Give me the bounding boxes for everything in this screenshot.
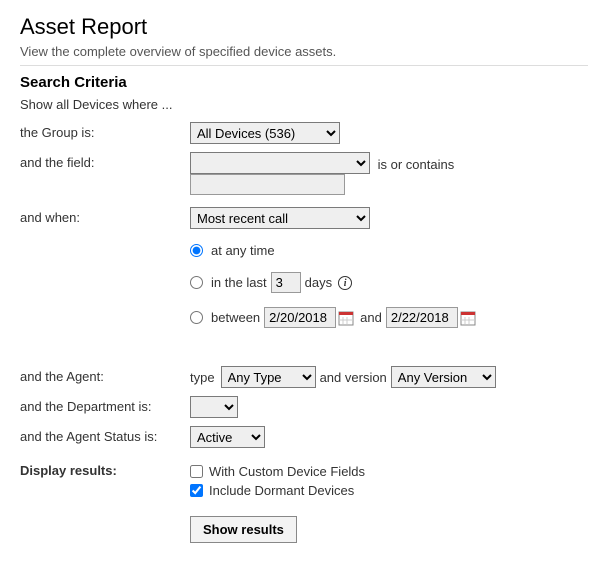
- date-to-input[interactable]: [386, 307, 458, 328]
- date-from-input[interactable]: [264, 307, 336, 328]
- agent-version-prefix: and version: [320, 370, 387, 385]
- calendar-icon[interactable]: [338, 310, 354, 326]
- radio-between-prefix: between: [211, 310, 260, 325]
- section-title: Search Criteria: [20, 74, 588, 91]
- page-subtitle: View the complete overview of specified …: [20, 44, 588, 59]
- radio-between-mid: and: [360, 310, 382, 325]
- agent-type-prefix: type: [190, 370, 215, 385]
- label-department: and the Department is:: [20, 396, 190, 414]
- department-select[interactable]: [190, 396, 238, 418]
- section-intro: Show all Devices where ...: [20, 97, 588, 112]
- show-results-button[interactable]: Show results: [190, 516, 297, 543]
- label-group: the Group is:: [20, 122, 190, 140]
- checkbox-custom-fields[interactable]: [190, 465, 203, 478]
- field-select[interactable]: [190, 152, 370, 174]
- radio-inlast[interactable]: [190, 276, 203, 289]
- group-select[interactable]: All Devices (536): [190, 122, 340, 144]
- info-icon[interactable]: i: [338, 276, 352, 290]
- label-display-results: Display results:: [20, 460, 190, 478]
- contains-input[interactable]: [190, 174, 345, 195]
- agent-type-select[interactable]: Any Type: [221, 366, 316, 388]
- radio-anytime[interactable]: [190, 244, 203, 257]
- checkbox-dormant[interactable]: [190, 484, 203, 497]
- inlast-days-input[interactable]: [271, 272, 301, 293]
- agent-version-select[interactable]: Any Version: [391, 366, 496, 388]
- radio-anytime-label: at any time: [211, 243, 275, 258]
- radio-inlast-prefix: in the last: [211, 275, 267, 290]
- radio-inlast-suffix: days: [305, 275, 332, 290]
- when-select[interactable]: Most recent call: [190, 207, 370, 229]
- checkbox-custom-fields-label: With Custom Device Fields: [209, 464, 365, 479]
- label-contains: is or contains: [378, 157, 455, 172]
- label-when: and when:: [20, 207, 190, 225]
- page-title: Asset Report: [20, 14, 588, 40]
- checkbox-dormant-label: Include Dormant Devices: [209, 483, 354, 498]
- label-agent: and the Agent:: [20, 366, 190, 384]
- divider: [20, 65, 588, 66]
- label-agent-status: and the Agent Status is:: [20, 426, 190, 444]
- label-field: and the field:: [20, 152, 190, 170]
- radio-between[interactable]: [190, 311, 203, 324]
- agent-status-select[interactable]: Active: [190, 426, 265, 448]
- calendar-icon[interactable]: [460, 310, 476, 326]
